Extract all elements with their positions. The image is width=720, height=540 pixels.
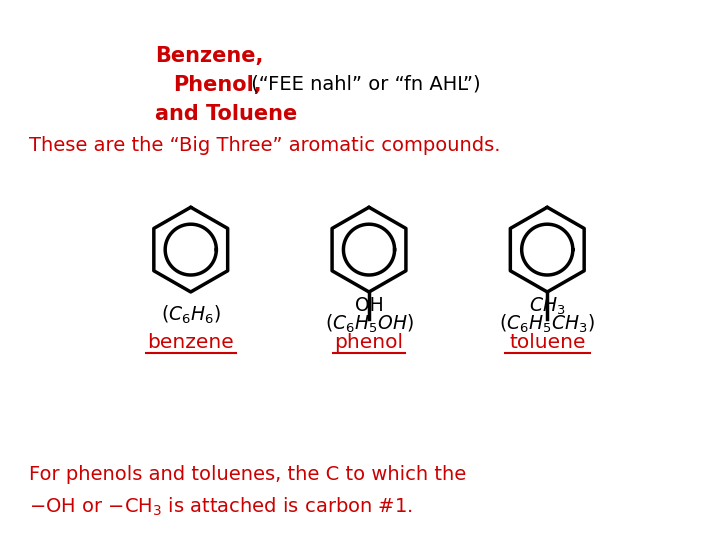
Text: $(C_6H_6)$: $(C_6H_6)$ bbox=[161, 303, 221, 326]
Text: OH: OH bbox=[355, 296, 383, 315]
Text: $CH_3$: $CH_3$ bbox=[529, 296, 565, 317]
Text: (“FEE nahl” or “fn AHL”): (“FEE nahl” or “fn AHL”) bbox=[245, 75, 480, 93]
Text: phenol: phenol bbox=[335, 333, 403, 352]
Text: $(C_6H_5OH)$: $(C_6H_5OH)$ bbox=[325, 313, 413, 335]
Text: For phenols and toluenes, the C to which the: For phenols and toluenes, the C to which… bbox=[29, 465, 466, 484]
Text: $\mathregular{-}$OH or $\mathregular{-}$CH$_3$ is attached is carbon #1.: $\mathregular{-}$OH or $\mathregular{-}$… bbox=[29, 496, 413, 518]
Text: Benzene,: Benzene, bbox=[155, 46, 264, 66]
Text: and Toluene: and Toluene bbox=[155, 104, 297, 124]
Text: Phenol,: Phenol, bbox=[173, 75, 261, 94]
Text: $(C_6H_5CH_3)$: $(C_6H_5CH_3)$ bbox=[499, 313, 595, 335]
Text: toluene: toluene bbox=[509, 333, 585, 352]
Text: These are the “Big Three” aromatic compounds.: These are the “Big Three” aromatic compo… bbox=[29, 136, 500, 155]
Text: benzene: benzene bbox=[148, 333, 234, 352]
